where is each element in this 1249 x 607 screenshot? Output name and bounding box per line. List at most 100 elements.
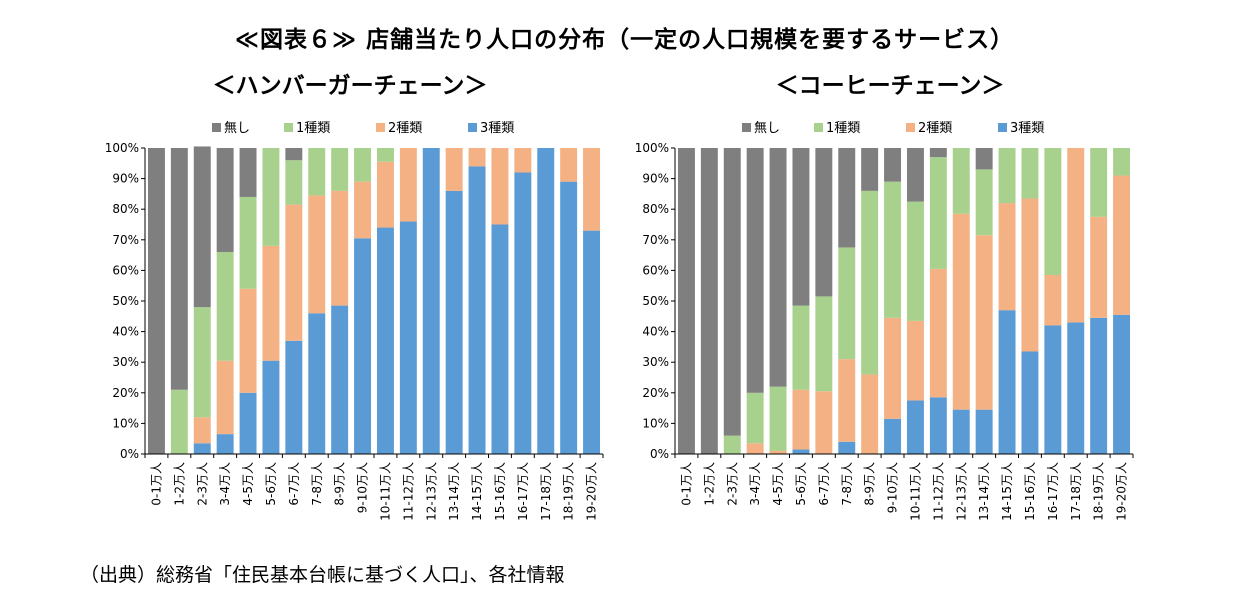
y-tick-label: 100% — [635, 141, 669, 155]
bar-segment — [262, 245, 280, 361]
y-tick-label: 30% — [112, 355, 139, 369]
y-tick-label: 20% — [112, 386, 139, 400]
legend-label: 無し — [224, 121, 250, 136]
y-tick-label: 40% — [112, 325, 139, 339]
legend-item: 1種類 — [284, 120, 330, 136]
bar-segment — [193, 443, 211, 454]
x-tick-label: 16-17万人 — [516, 462, 530, 521]
x-tick-label: 8-9万人 — [333, 462, 347, 506]
x-tick-label: 19-20万人 — [585, 462, 599, 521]
bar-segment — [746, 392, 764, 444]
bar-segment — [1067, 322, 1085, 454]
bar-segment — [929, 157, 947, 269]
bar-segment — [1113, 314, 1131, 454]
x-tick-label: 6-7万人 — [287, 462, 301, 506]
bar-segment — [792, 305, 810, 390]
bar-segment — [861, 374, 879, 454]
bar-segment — [769, 148, 787, 387]
bar-segment — [376, 161, 394, 228]
bar-segment — [975, 235, 993, 410]
y-tick-label: 30% — [642, 355, 669, 369]
bar-segment — [1021, 198, 1039, 352]
bar-segment — [998, 148, 1016, 204]
bar-segment — [193, 146, 211, 308]
x-tick-label: 10-11万人 — [908, 462, 922, 521]
bar-segment — [952, 409, 970, 454]
y-tick-label: 90% — [112, 172, 139, 186]
bar-segment — [308, 313, 326, 454]
bar-segment — [838, 247, 856, 360]
legend-swatch — [906, 123, 915, 132]
y-tick-label: 90% — [642, 172, 669, 186]
x-tick-label: 19-20万人 — [1115, 462, 1129, 521]
bar-segment — [216, 360, 234, 435]
bar-segment — [998, 310, 1016, 454]
bar-segment — [491, 224, 509, 454]
x-tick-label: 17-18万人 — [539, 462, 553, 521]
y-tick-label: 50% — [112, 294, 139, 308]
x-tick-label: 18-19万人 — [1092, 462, 1106, 521]
bar-segment — [285, 160, 303, 205]
legend-item: 3種類 — [468, 120, 514, 136]
x-tick-label: 13-14万人 — [977, 462, 991, 521]
bar-segment — [147, 148, 165, 454]
bar-segment — [975, 148, 993, 170]
bar-segment — [929, 397, 947, 454]
x-tick-label: 4-5万人 — [771, 462, 785, 506]
x-tick-label: 11-12万人 — [931, 462, 945, 521]
x-tick-label: 5-6万人 — [794, 462, 808, 506]
x-tick-label: 2-3万人 — [195, 462, 209, 506]
x-tick-label: 8-9万人 — [863, 462, 877, 506]
bar-segment — [239, 288, 257, 393]
bar-segment — [560, 181, 578, 454]
bar-segment — [1067, 148, 1085, 323]
x-tick-label: 10-11万人 — [378, 462, 392, 521]
bar-segment — [239, 148, 257, 197]
bar-segment — [170, 389, 188, 454]
bar-segment — [262, 360, 280, 454]
x-tick-label: 1-2万人 — [702, 462, 716, 506]
bar-segment — [906, 320, 924, 401]
legend-swatch — [212, 123, 221, 132]
x-tick-label: 17-18万人 — [1069, 462, 1083, 521]
bar-segment — [700, 148, 718, 454]
bar-segment — [1113, 175, 1131, 315]
bar-segment — [537, 148, 555, 454]
legend-item: 無し — [212, 121, 250, 136]
bar-segment — [815, 391, 833, 454]
x-tick-label: 18-19万人 — [562, 462, 576, 521]
legend-item: 1種類 — [814, 120, 860, 136]
bar-segment — [952, 213, 970, 410]
bar-segment — [792, 449, 810, 454]
y-tick-label: 0% — [120, 447, 139, 461]
x-tick-label: 0-1万人 — [149, 462, 163, 506]
bar-segment — [1044, 274, 1062, 326]
x-tick-label: 15-16万人 — [493, 462, 507, 521]
legend-item: 無し — [742, 121, 780, 136]
x-tick-label: 14-15万人 — [1000, 462, 1014, 521]
bar-segment — [445, 190, 463, 454]
bar-segment — [1090, 148, 1108, 217]
bar-segment — [354, 148, 372, 182]
legend-swatch — [468, 123, 477, 132]
bar-segment — [838, 148, 856, 248]
bar-segment — [838, 441, 856, 454]
legend-label: 無し — [754, 121, 780, 136]
bar-segment — [376, 227, 394, 454]
legend-swatch — [284, 123, 293, 132]
x-tick-label: 1-2万人 — [172, 462, 186, 506]
bar-segment — [769, 386, 787, 451]
y-tick-label: 60% — [112, 263, 139, 277]
bar-segment — [723, 148, 741, 436]
legend-item: 3種類 — [998, 120, 1044, 136]
x-tick-label: 14-15万人 — [470, 462, 484, 521]
bar-segment — [906, 201, 924, 321]
x-tick-label: 7-8万人 — [310, 462, 324, 506]
x-tick-label: 3-4万人 — [218, 462, 232, 506]
y-tick-label: 70% — [642, 233, 669, 247]
legend-label: 1種類 — [296, 120, 330, 136]
bar-segment — [514, 148, 532, 173]
bar-segment — [239, 196, 257, 289]
bar-segment — [1090, 317, 1108, 454]
y-tick-label: 50% — [642, 294, 669, 308]
